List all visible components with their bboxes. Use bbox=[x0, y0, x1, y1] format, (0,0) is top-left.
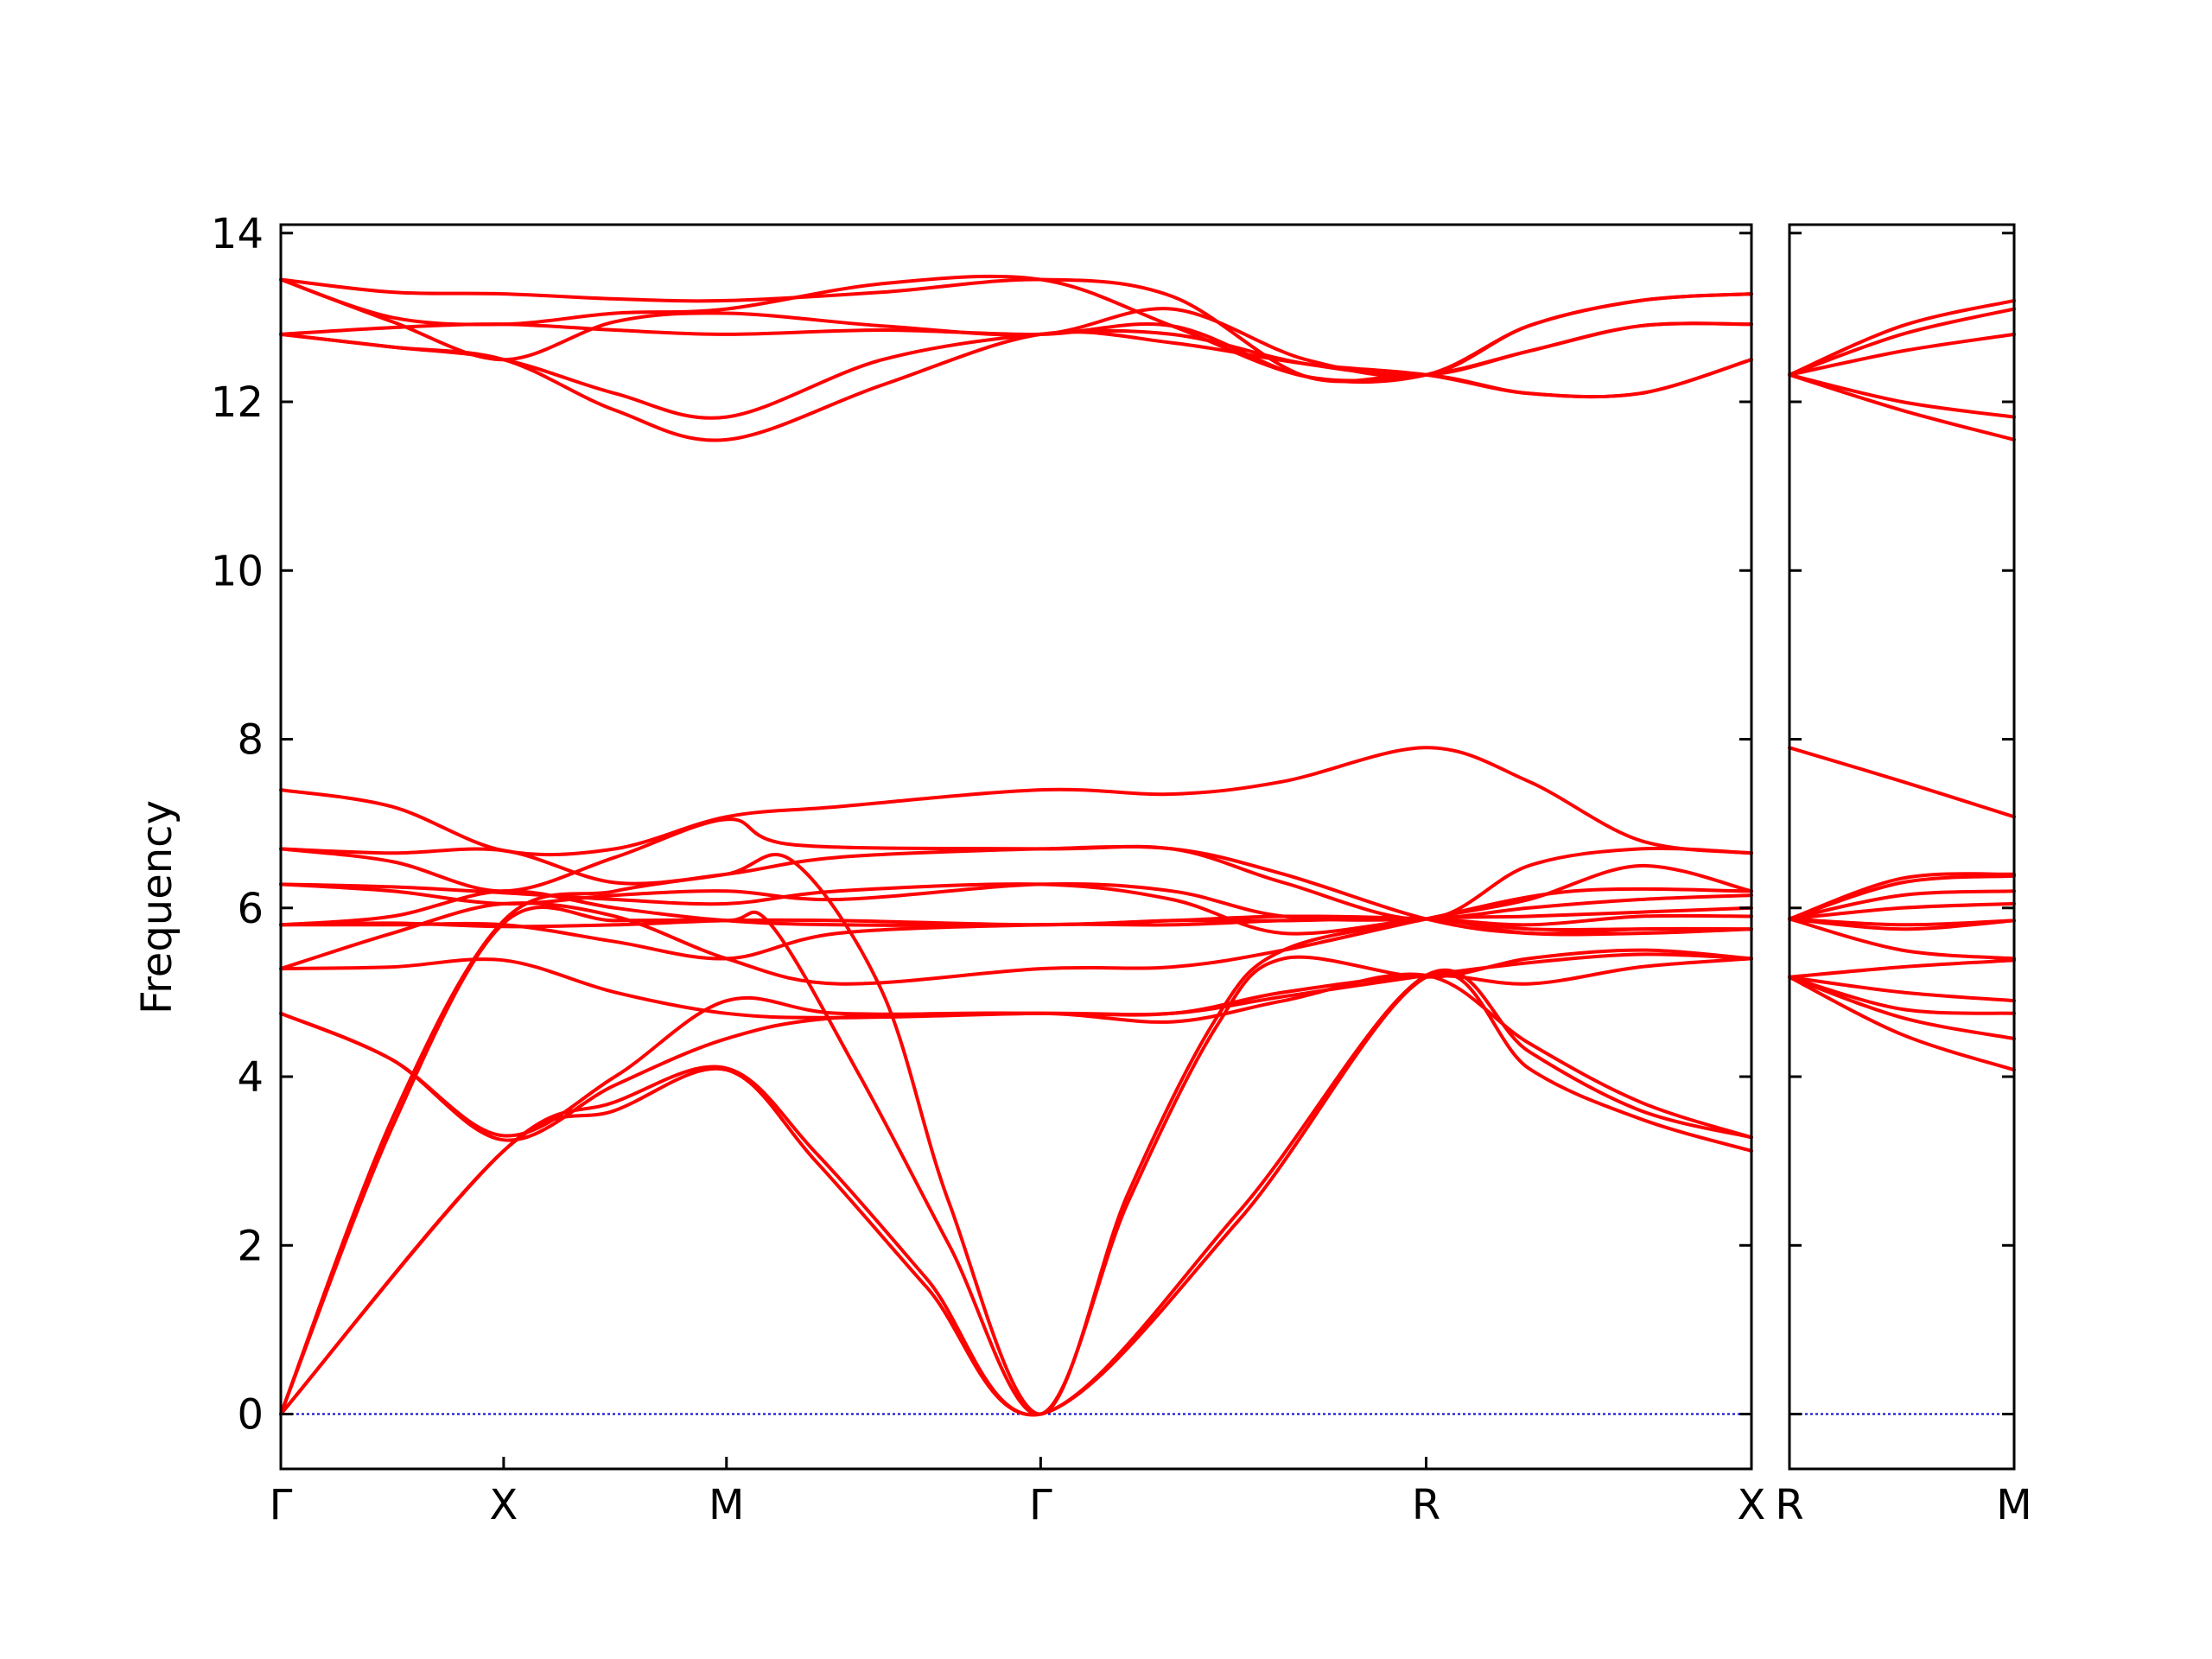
side-xtick-label-1: R bbox=[1775, 1481, 1803, 1529]
side-band-17 bbox=[1788, 307, 2016, 377]
main-band-7 bbox=[279, 952, 1753, 1020]
side-band-9 bbox=[1788, 901, 2016, 921]
main-band-22 bbox=[279, 277, 1753, 378]
y-axis: 0 2 4 6 8 10 12 14 bbox=[211, 210, 264, 1440]
side-band-4 bbox=[1788, 975, 2016, 1003]
side-band-6 bbox=[1788, 917, 2016, 961]
ytick-label-8: 14 bbox=[211, 210, 264, 258]
side-band-3 bbox=[1788, 975, 2016, 1015]
ytick-label-7: 12 bbox=[211, 378, 264, 427]
side-band-8 bbox=[1788, 917, 2016, 927]
side-band-1 bbox=[1788, 975, 2016, 1072]
ytick-label-2: 2 bbox=[237, 1222, 264, 1270]
main-xtick-label-6: X bbox=[1738, 1481, 1766, 1529]
main-band-2 bbox=[279, 968, 1753, 1417]
side-band-16 bbox=[1788, 332, 2016, 377]
main-band-21 bbox=[279, 274, 1753, 383]
side-band-18 bbox=[1788, 298, 2016, 377]
ytick-label-4: 6 bbox=[237, 885, 264, 933]
y-axis-label: Frequency bbox=[133, 800, 181, 1014]
main-xtick-label-3: M bbox=[709, 1481, 744, 1529]
side-xtick-label-2: M bbox=[1996, 1481, 2031, 1529]
main-xtick-label-2: X bbox=[489, 1481, 518, 1529]
main-band-11 bbox=[279, 917, 1753, 932]
side-band-13 bbox=[1788, 746, 2016, 819]
main-xtick-label-1: Γ bbox=[270, 1481, 293, 1529]
main-xtick-label-5: R bbox=[1412, 1481, 1440, 1529]
ytick-label-6: 10 bbox=[211, 547, 264, 595]
main-band-15 bbox=[279, 817, 1753, 921]
main-xtick-label-4: Γ bbox=[1029, 1481, 1052, 1529]
side-band-5 bbox=[1788, 958, 2016, 979]
side-band-15 bbox=[1788, 372, 2016, 419]
main-frame bbox=[279, 223, 1753, 1471]
side-band-12 bbox=[1788, 872, 2016, 921]
side-frame bbox=[1788, 223, 2016, 1471]
ytick-label-3: 4 bbox=[237, 1053, 264, 1102]
side-band-10 bbox=[1788, 889, 2016, 921]
ytick-label-5: 8 bbox=[237, 716, 264, 765]
ytick-label-1: 0 bbox=[237, 1391, 264, 1440]
main-band-16 bbox=[279, 746, 1753, 857]
